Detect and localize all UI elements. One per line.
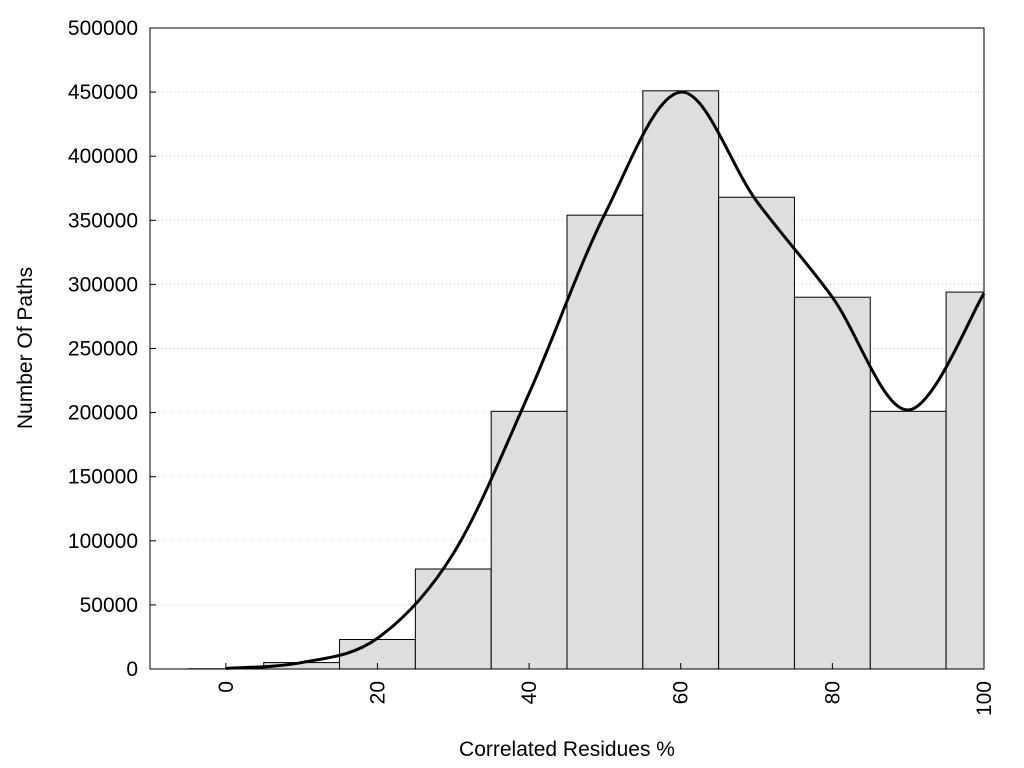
y-tick-label: 50000 xyxy=(80,594,138,617)
x-tick-label: 0 xyxy=(215,681,238,693)
bar xyxy=(642,90,720,670)
x-tick-label: 60 xyxy=(670,681,693,704)
y-tick-label: 400000 xyxy=(68,145,138,168)
y-axis-title: Number Of Paths xyxy=(14,267,37,429)
y-tick-label: 0 xyxy=(126,658,138,681)
y-tick-label: 200000 xyxy=(68,402,138,425)
y-tick-label: 150000 xyxy=(68,466,138,489)
x-tick-label: 80 xyxy=(821,681,844,704)
x-tick-label: 40 xyxy=(518,681,541,704)
y-tick-label: 350000 xyxy=(68,209,138,232)
bars xyxy=(187,90,985,670)
bar xyxy=(566,214,644,670)
y-tick-label: 450000 xyxy=(68,81,138,104)
y-tick-label: 300000 xyxy=(68,273,138,296)
bar xyxy=(945,291,985,670)
x-axis-ticks: 0 20 40 60 80 100 xyxy=(215,663,996,716)
x-axis-title: Correlated Residues % xyxy=(459,738,675,761)
y-tick-label: 100000 xyxy=(68,530,138,553)
bar xyxy=(793,296,871,670)
y-tick-label: 250000 xyxy=(68,338,138,361)
bar xyxy=(414,568,492,670)
bar xyxy=(490,410,568,670)
smoothed-curve-layer xyxy=(225,90,986,670)
x-tick-label: 20 xyxy=(366,681,389,704)
x-tick-label: 100 xyxy=(973,681,996,716)
bar xyxy=(718,196,795,670)
y-axis-ticks: 0 50000 100000 150000 200000 250000 300000 3500… xyxy=(68,17,156,681)
smoothed-curve xyxy=(225,90,986,670)
bar xyxy=(869,410,947,670)
y-tick-label: 500000 xyxy=(68,17,138,40)
